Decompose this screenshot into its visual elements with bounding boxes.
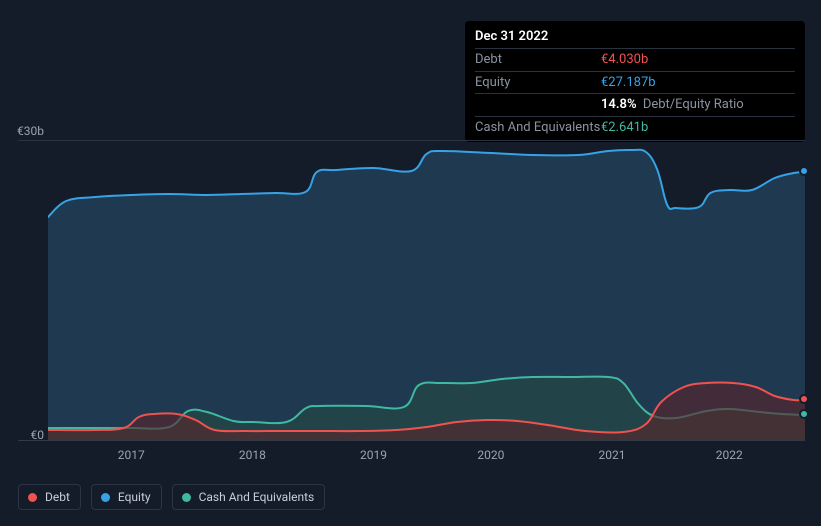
- tooltip-ratio-value: 14.8% Debt/Equity Ratio: [601, 96, 744, 114]
- chart-container: { "tooltip": { "date": "Dec 31 2022", "r…: [0, 0, 821, 526]
- legend-label-cash: Cash And Equivalents: [199, 490, 315, 504]
- legend-item-cash[interactable]: Cash And Equivalents: [172, 484, 326, 510]
- tooltip-equity-value: €27.187b: [601, 74, 656, 92]
- legend-dot-debt: [28, 493, 37, 502]
- x-axis-tick: 2017: [118, 448, 145, 462]
- x-axis-tick: 2022: [716, 448, 743, 462]
- x-axis-tick: 2020: [477, 448, 504, 462]
- legend-dot-cash: [182, 493, 191, 502]
- legend-dot-equity: [101, 493, 110, 502]
- tooltip-debt-value: €4.030b: [601, 51, 648, 69]
- chart-legend: Debt Equity Cash And Equivalents: [18, 484, 325, 510]
- series-end-marker: [799, 166, 809, 176]
- tooltip-equity-label: Equity: [475, 74, 601, 92]
- y-axis-label-top: €30b: [0, 124, 44, 138]
- x-axis-tick: 2019: [360, 448, 387, 462]
- legend-item-debt[interactable]: Debt: [18, 484, 81, 510]
- legend-label-debt: Debt: [45, 490, 70, 504]
- series-end-marker: [799, 394, 809, 404]
- tooltip-cash-value: €2.641b: [601, 119, 648, 137]
- tooltip-debt-label: Debt: [475, 51, 601, 69]
- tooltip-row-equity: Equity €27.187b: [475, 71, 795, 94]
- tooltip-row-debt: Debt €4.030b: [475, 48, 795, 71]
- x-axis-tick: 2021: [598, 448, 625, 462]
- tooltip-cash-label: Cash And Equivalents: [475, 119, 601, 137]
- tooltip-row-cash: Cash And Equivalents €2.641b: [475, 116, 795, 139]
- tooltip-date: Dec 31 2022: [475, 27, 795, 48]
- debt-equity-chart[interactable]: [48, 140, 805, 440]
- tooltip-ratio-spacer: [475, 96, 601, 114]
- legend-item-equity[interactable]: Equity: [91, 484, 162, 510]
- series-end-marker: [799, 409, 809, 419]
- legend-label-equity: Equity: [118, 490, 151, 504]
- gridline-bottom: [18, 440, 805, 441]
- tooltip-row-ratio: 14.8% Debt/Equity Ratio: [475, 93, 795, 116]
- x-axis-tick: 2018: [239, 448, 266, 462]
- chart-tooltip: Dec 31 2022 Debt €4.030b Equity €27.187b…: [465, 21, 805, 142]
